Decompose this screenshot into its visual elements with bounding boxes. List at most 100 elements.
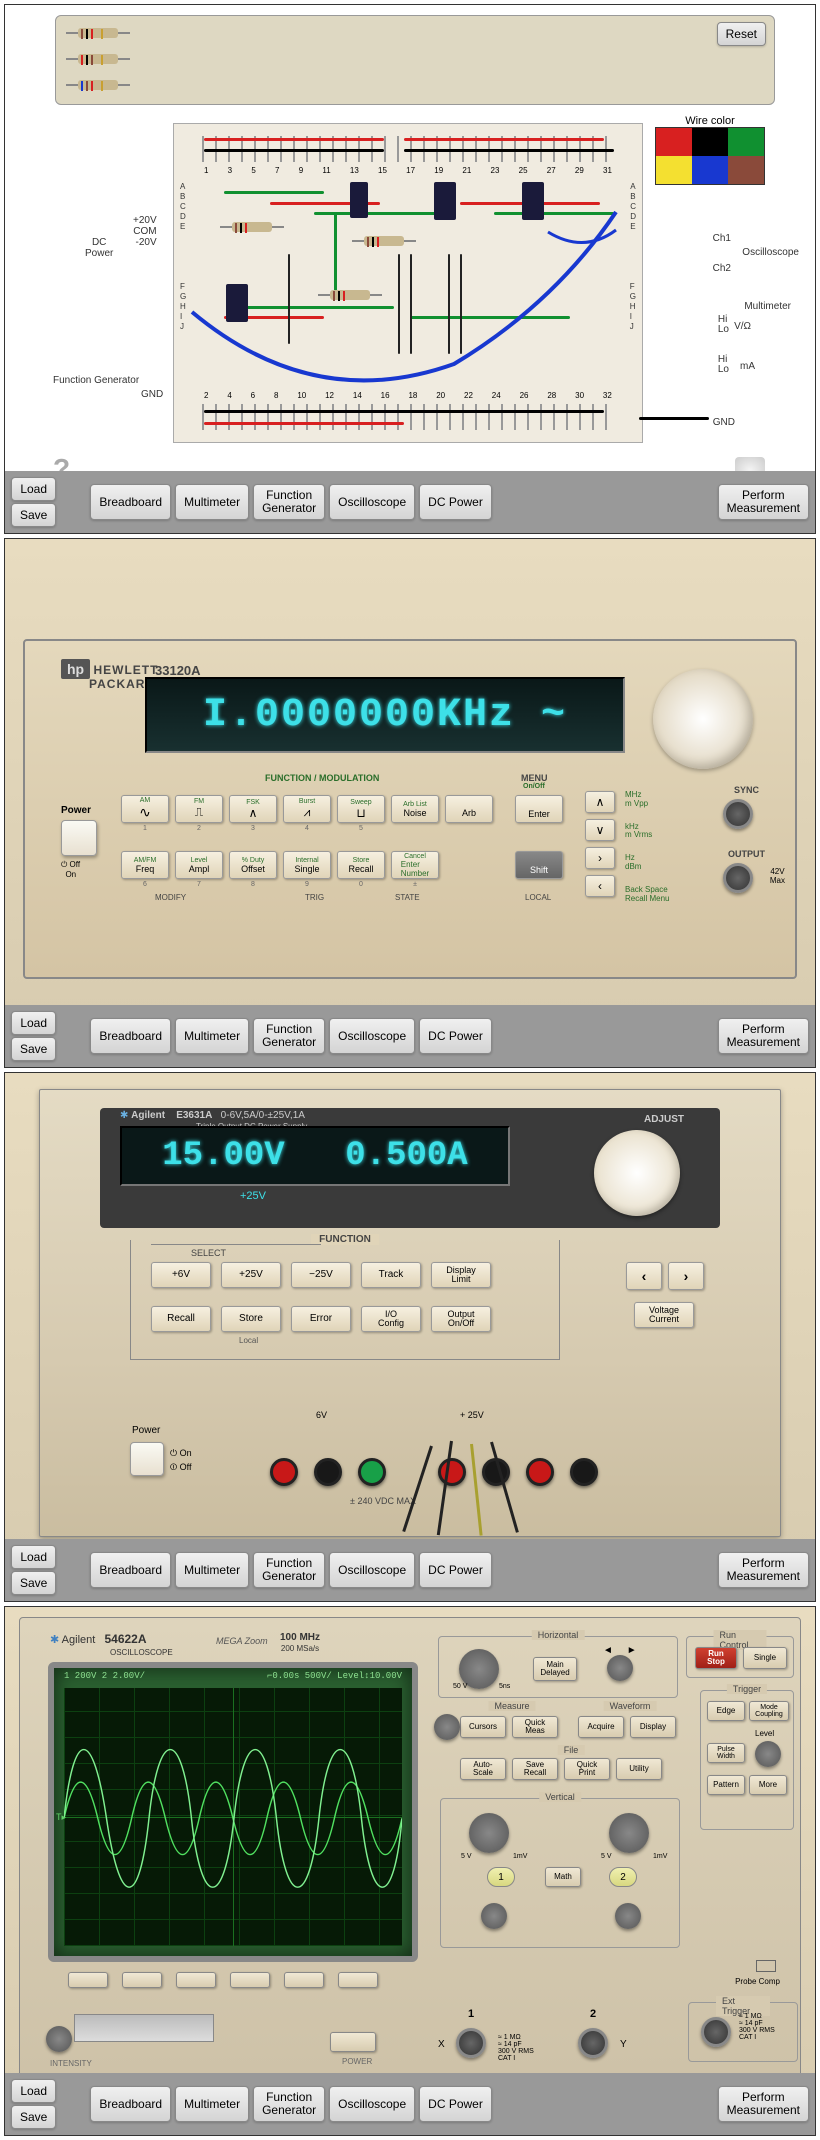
fg-noise-button[interactable]: Arb ListNoise — [391, 795, 439, 823]
fg-arb-button[interactable]: Arb — [445, 795, 493, 823]
tab-dcpower[interactable]: DC Power — [419, 484, 492, 520]
fg-ampl-button[interactable]: LevelAmpl — [175, 851, 223, 879]
quickprint-button[interactable]: Quick Print — [564, 1758, 610, 1780]
autoscale-button[interactable]: Auto- Scale — [460, 1758, 506, 1780]
breadboard[interactable]: 135791113151719212325272931 246810121416… — [173, 123, 643, 443]
fg-output-bnc[interactable] — [723, 863, 753, 893]
tray-resistor-1[interactable] — [78, 28, 118, 38]
load-button-3[interactable]: Load — [11, 1545, 56, 1569]
ps-ioconfig-button[interactable]: I/O Config — [361, 1306, 421, 1332]
fg-right-button[interactable]: › — [585, 847, 615, 869]
tab-dcpower-2[interactable]: DC Power — [419, 1018, 492, 1054]
tab-multimeter-4[interactable]: Multimeter — [175, 2086, 249, 2122]
os-power-button[interactable] — [330, 2032, 376, 2052]
tab-breadboard-3[interactable]: Breadboard — [90, 1552, 171, 1588]
ch2-button[interactable]: 2 — [609, 1867, 637, 1887]
fg-single-button[interactable]: InternalSingle — [283, 851, 331, 879]
fg-dial-knob[interactable] — [653, 669, 753, 769]
tab-multimeter-3[interactable]: Multimeter — [175, 1552, 249, 1588]
softkey-4[interactable] — [230, 1972, 270, 1988]
os-ch1-bnc[interactable] — [456, 2028, 486, 2058]
utility-button[interactable]: Utility — [616, 1758, 662, 1780]
more-button[interactable]: More — [749, 1775, 787, 1795]
ps-n25v-button[interactable]: −25V — [291, 1262, 351, 1288]
tab-oscope-2[interactable]: Oscilloscope — [329, 1018, 415, 1054]
fg-sine-button[interactable]: AM∿ — [121, 795, 169, 823]
horiz-pos-knob[interactable] — [607, 1655, 633, 1681]
ps-6v-button[interactable]: +6V — [151, 1262, 211, 1288]
softkey-1[interactable] — [68, 1972, 108, 1988]
fg-recall-button[interactable]: StoreRecall — [337, 851, 385, 879]
ch1-scale-knob[interactable] — [469, 1813, 509, 1853]
tray-resistor-3[interactable] — [78, 80, 118, 90]
fg-sync-bnc[interactable] — [723, 799, 753, 829]
softkey-3[interactable] — [176, 1972, 216, 1988]
fg-pulse-button[interactable]: Sweep⊔ — [337, 795, 385, 823]
tab-breadboard-2[interactable]: Breadboard — [90, 1018, 171, 1054]
fg-shift-button[interactable]: Shift — [515, 851, 563, 879]
cursors-button[interactable]: Cursors — [460, 1716, 506, 1738]
ch2-pos-knob[interactable] — [615, 1903, 641, 1929]
load-button-2[interactable]: Load — [11, 1011, 56, 1035]
save-button-4[interactable]: Save — [11, 2105, 56, 2129]
term-gnd[interactable] — [358, 1458, 386, 1486]
wire-brown[interactable] — [728, 156, 764, 184]
ps-error-button[interactable]: Error — [291, 1306, 351, 1332]
fg-freq-button[interactable]: AM/FMFreq — [121, 851, 169, 879]
save-button[interactable]: Save — [11, 503, 56, 527]
wire-yellow[interactable] — [656, 156, 692, 184]
term-25v-pos[interactable] — [438, 1458, 466, 1486]
softkey-6[interactable] — [338, 1972, 378, 1988]
tab-oscope-3[interactable]: Oscilloscope — [329, 1552, 415, 1588]
load-button[interactable]: Load — [11, 477, 56, 501]
perform-button-4[interactable]: Perform Measurement — [718, 2086, 809, 2122]
tab-breadboard-4[interactable]: Breadboard — [90, 2086, 171, 2122]
perform-button-3[interactable]: Perform Measurement — [718, 1552, 809, 1588]
fg-up-button[interactable]: ∧ — [585, 791, 615, 813]
tab-funcgen-2[interactable]: Function Generator — [253, 1018, 325, 1054]
ch2-scale-knob[interactable] — [609, 1813, 649, 1853]
ps-track-button[interactable]: Track — [361, 1262, 421, 1288]
main-delayed-button[interactable]: Main Delayed — [533, 1657, 577, 1681]
softkey-2[interactable] — [122, 1972, 162, 1988]
os-ch2-bnc[interactable] — [578, 2028, 608, 2058]
intensity-knob[interactable] — [46, 2026, 72, 2052]
wire-green[interactable] — [728, 128, 764, 156]
reset-button[interactable]: Reset — [717, 22, 766, 46]
fg-square-button[interactable]: FM⎍ — [175, 795, 223, 823]
softkey-5[interactable] — [284, 1972, 324, 1988]
wire-blue[interactable] — [692, 156, 728, 184]
fg-enter-button[interactable]: Enter — [515, 795, 563, 823]
single-button[interactable]: Single — [743, 1647, 787, 1669]
fg-ramp-button[interactable]: Burst⩘ — [283, 795, 331, 823]
wire-black[interactable] — [692, 128, 728, 156]
saverecall-button[interactable]: Save Recall — [512, 1758, 558, 1780]
tab-dcpower-3[interactable]: DC Power — [419, 1552, 492, 1588]
tab-multimeter-2[interactable]: Multimeter — [175, 1018, 249, 1054]
save-button-2[interactable]: Save — [11, 1037, 56, 1061]
ps-adjust-knob[interactable] — [594, 1130, 680, 1216]
term-n25v-neg[interactable] — [570, 1458, 598, 1486]
save-button-3[interactable]: Save — [11, 1571, 56, 1595]
quickmeas-button[interactable]: Quick Meas — [512, 1716, 558, 1738]
tab-oscope[interactable]: Oscilloscope — [329, 484, 415, 520]
pulsewidth-button[interactable]: Pulse Width — [707, 1743, 745, 1763]
term-n25v-pos[interactable] — [526, 1458, 554, 1486]
ps-voltage-current-button[interactable]: Voltage Current — [634, 1302, 694, 1328]
tab-funcgen-4[interactable]: Function Generator — [253, 2086, 325, 2122]
ps-power-button[interactable] — [130, 1442, 164, 1476]
ps-store-button[interactable]: Store — [221, 1306, 281, 1332]
pattern-button[interactable]: Pattern — [707, 1775, 745, 1795]
perform-button-2[interactable]: Perform Measurement — [718, 1018, 809, 1054]
fg-power-button[interactable] — [61, 820, 97, 856]
tab-dcpower-4[interactable]: DC Power — [419, 2086, 492, 2122]
tab-breadboard[interactable]: Breadboard — [90, 484, 171, 520]
acquire-button[interactable]: Acquire — [578, 1716, 624, 1738]
perform-button[interactable]: Perform Measurement — [718, 484, 809, 520]
run-stop-button[interactable]: Run Stop — [695, 1647, 737, 1669]
tab-multimeter[interactable]: Multimeter — [175, 484, 249, 520]
ps-display-limit-button[interactable]: Display Limit — [431, 1262, 491, 1288]
tab-funcgen[interactable]: Function Generator — [253, 484, 325, 520]
tab-oscope-4[interactable]: Oscilloscope — [329, 2086, 415, 2122]
display-button[interactable]: Display — [630, 1716, 676, 1738]
